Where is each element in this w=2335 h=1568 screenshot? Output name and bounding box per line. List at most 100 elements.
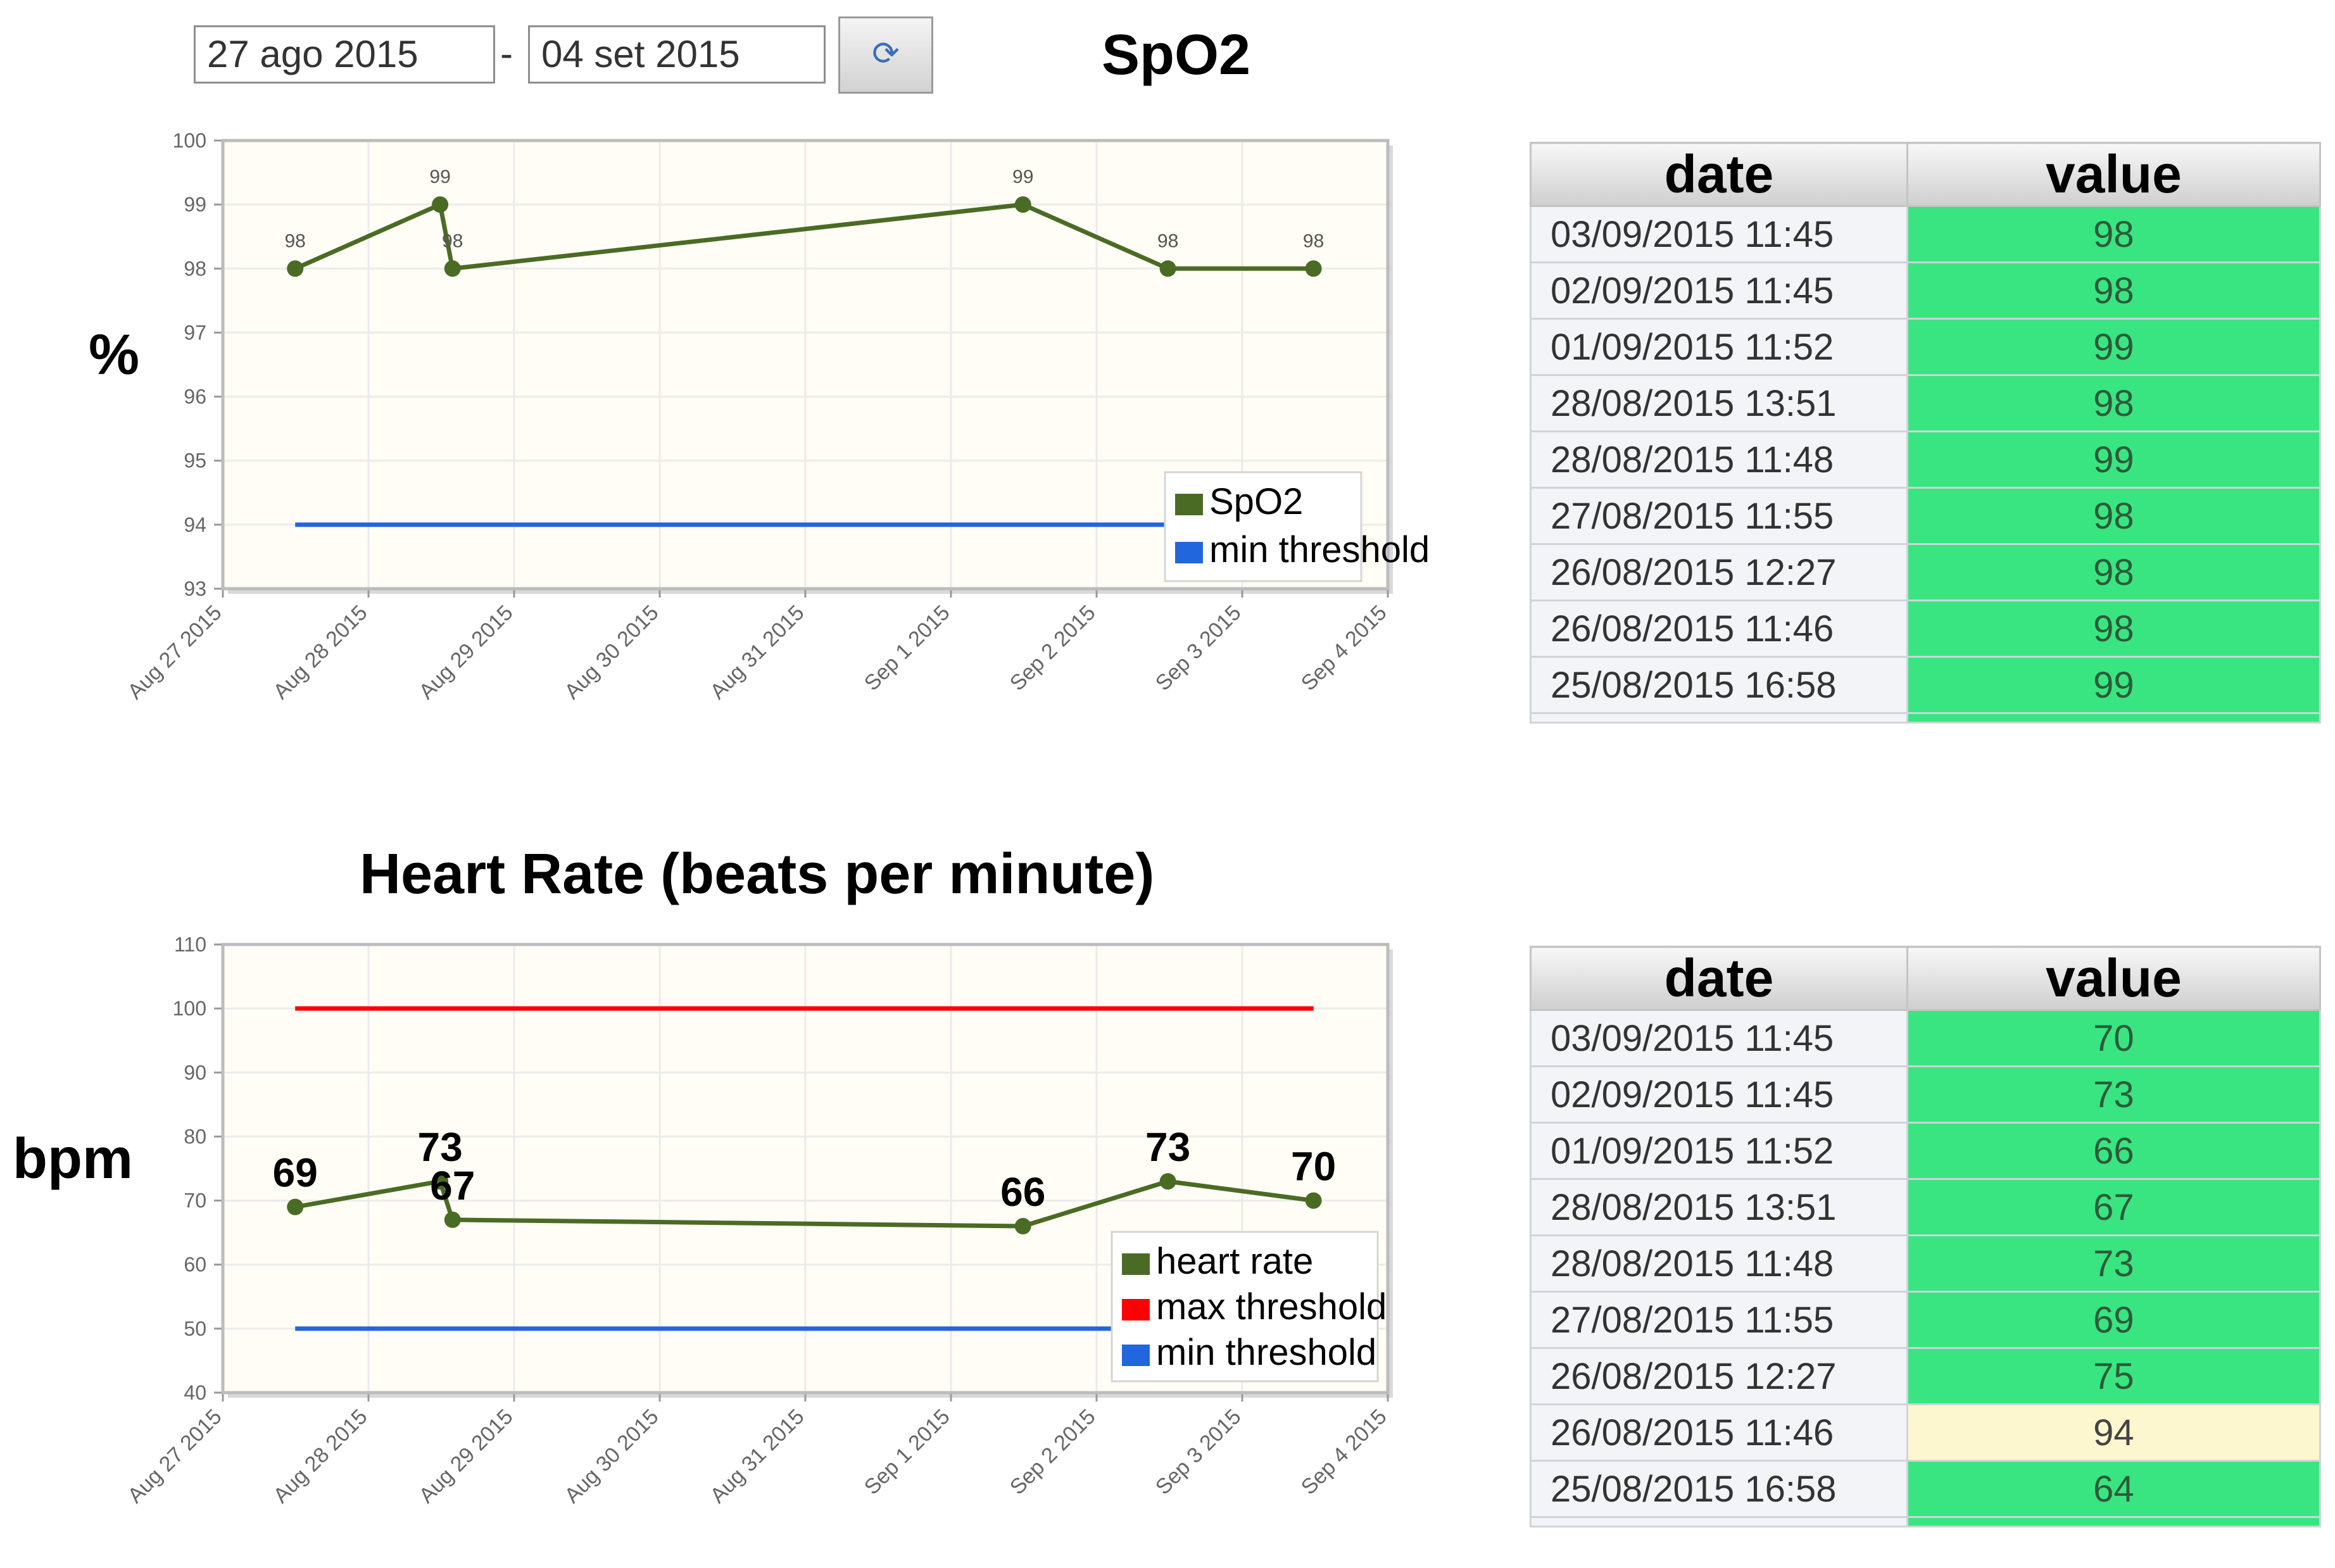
legend-swatch (1175, 542, 1203, 563)
legend-item-label: SpO2 (1209, 481, 1303, 522)
data-point (1159, 1173, 1176, 1190)
data-point (444, 1211, 461, 1228)
x-tick-label: Sep 2 2015 (1005, 601, 1100, 696)
value-cell: 99 (1906, 318, 2322, 376)
date-cell: 01/09/2015 11:52 (1530, 318, 1908, 376)
spo2-chart: 93 94 95 96 97 98 99 100 Aug 27 2015 Aug 28 2015 A… (123, 129, 1430, 704)
legend-swatch (1122, 1299, 1150, 1320)
legend-swatch (1122, 1253, 1150, 1275)
spo2-chart-title: SpO2 (1102, 23, 1251, 87)
date-range-separator: - (500, 32, 513, 75)
data-point (444, 260, 461, 277)
x-tick-label: Sep 4 2015 (1297, 601, 1392, 696)
value-cell: 98 (1906, 543, 2322, 601)
table-row[interactable]: 25/08/2015 16:58 99 (1530, 656, 2322, 714)
y-tick-label: 93 (184, 577, 206, 600)
value-cell: 64 (1906, 1460, 2322, 1518)
date-cell: 26/08/2015 11:46 (1530, 599, 1908, 658)
y-tick-label: 96 (184, 386, 206, 408)
table-row[interactable]: 25/08/2015 16:58 64 (1530, 1460, 2322, 1518)
data-label: 73 (1145, 1124, 1190, 1170)
data-label: 70 (1291, 1144, 1336, 1189)
data-point (432, 196, 449, 213)
data-label: 67 (430, 1163, 475, 1208)
data-point (432, 1173, 449, 1190)
date-column-header[interactable]: date (1530, 946, 1908, 1011)
x-tick-label: Aug 30 2015 (560, 1405, 663, 1508)
value-cell: 98 (1906, 261, 2322, 320)
data-point (287, 1198, 304, 1215)
y-tick-label: 99 (184, 193, 206, 216)
table-row[interactable]: 02/09/2015 11:45 73 (1530, 1065, 2322, 1124)
table-row[interactable]: 03/09/2015 11:45 70 (1530, 1009, 2322, 1067)
value-cell: 99 (1906, 430, 2322, 489)
value-cell: 98 (1906, 205, 2322, 263)
value-cell: 73 (1906, 1234, 2322, 1293)
table-row[interactable]: 27/08/2015 11:55 98 (1530, 487, 2322, 545)
data-point (1014, 1218, 1031, 1235)
value-cell (1906, 1516, 2322, 1527)
date-to-input[interactable]: 04 set 2015 (528, 25, 826, 84)
legend-item-label: min threshold (1156, 1332, 1376, 1373)
table-row[interactable]: 28/08/2015 13:51 98 (1530, 374, 2322, 432)
table-row[interactable]: 26/08/2015 11:46 98 (1530, 599, 2322, 658)
data-label: 99 (429, 166, 450, 187)
value-cell: 75 (1906, 1347, 2322, 1405)
date-cell: 02/09/2015 11:45 (1530, 261, 1908, 320)
date-cell: 28/08/2015 11:48 (1530, 430, 1908, 489)
table-row[interactable]: 28/08/2015 13:51 67 (1530, 1178, 2322, 1236)
y-tick-label: 80 (184, 1125, 206, 1148)
date-column-header[interactable]: date (1530, 142, 1908, 207)
table-row[interactable]: 26/08/2015 12:27 98 (1530, 543, 2322, 601)
data-point (1305, 260, 1322, 277)
table-row[interactable]: 26/08/2015 11:46 94 (1530, 1403, 2322, 1462)
y-tick-label: 60 (184, 1253, 206, 1276)
value-cell: 99 (1906, 656, 2322, 714)
value-column-header[interactable]: value (1906, 946, 2322, 1011)
table-row[interactable]: 26/08/2015 12:27 75 (1530, 1347, 2322, 1405)
x-tick-label: Sep 1 2015 (860, 1405, 955, 1500)
plot-border (221, 943, 1390, 1395)
data-label: 69 (273, 1150, 318, 1196)
date-cell: 26/08/2015 12:27 (1530, 543, 1908, 601)
date-cell: 03/09/2015 11:45 (1530, 1009, 1908, 1067)
date-cell (1530, 712, 1908, 724)
x-tick-label: Aug 31 2015 (705, 601, 809, 704)
data-point (287, 260, 304, 277)
legend-item-label: min threshold (1209, 529, 1430, 570)
x-tick-label: Aug 28 2015 (268, 1405, 372, 1508)
y-tick-label: 50 (184, 1317, 206, 1340)
data-point (1159, 260, 1176, 277)
refresh-icon: ⟳ (872, 35, 900, 72)
hr-readings-table: date value 03/09/2015 11:45 70 02/09/2015 … (1530, 946, 2322, 1527)
x-tick-label: Sep 1 2015 (860, 601, 955, 696)
legend-swatch (1122, 1345, 1150, 1366)
spo2-y-axis-label: % (89, 323, 140, 387)
table-row[interactable]: 27/08/2015 11:55 69 (1530, 1291, 2322, 1349)
date-from-input[interactable]: 27 ago 2015 (194, 25, 495, 84)
table-row-partial (1530, 712, 2322, 724)
x-tick-label: Aug 30 2015 (560, 601, 663, 704)
date-cell: 03/09/2015 11:45 (1530, 205, 1908, 263)
table-row[interactable]: 28/08/2015 11:48 73 (1530, 1234, 2322, 1293)
y-tick-label: 97 (184, 321, 206, 344)
value-cell-warning: 94 (1906, 1403, 2322, 1462)
y-tick-label: 100 (173, 997, 206, 1020)
date-cell: 28/08/2015 13:51 (1530, 1178, 1908, 1236)
table-row[interactable]: 02/09/2015 11:45 98 (1530, 261, 2322, 320)
x-tick-label: Sep 3 2015 (1151, 601, 1246, 696)
value-column-header[interactable]: value (1906, 142, 2322, 207)
data-point (1014, 196, 1031, 213)
x-tick-label: Aug 29 2015 (414, 1405, 517, 1508)
table-row[interactable]: 03/09/2015 11:45 98 (1530, 205, 2322, 263)
legend-item-label: heart rate (1156, 1241, 1313, 1282)
refresh-button[interactable]: ⟳ (838, 16, 933, 94)
y-tick-label: 94 (184, 513, 206, 536)
table-row[interactable]: 01/09/2015 11:52 66 (1530, 1122, 2322, 1180)
value-cell: 98 (1906, 599, 2322, 658)
plot-border (221, 139, 1390, 591)
value-cell (1906, 712, 2322, 724)
data-label: 98 (1303, 230, 1324, 251)
table-row[interactable]: 01/09/2015 11:52 99 (1530, 318, 2322, 376)
table-row[interactable]: 28/08/2015 11:48 99 (1530, 430, 2322, 489)
